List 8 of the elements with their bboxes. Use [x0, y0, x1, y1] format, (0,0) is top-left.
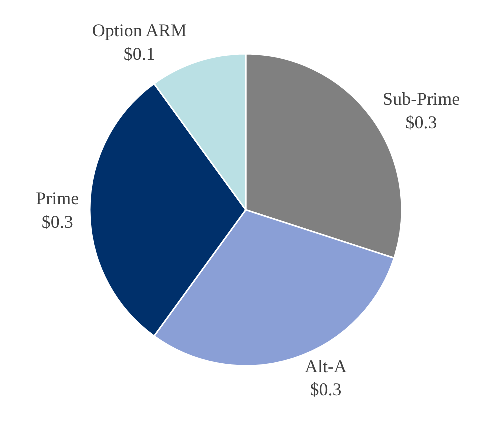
data-label: $0.3: [406, 112, 438, 133]
data-label: $0.3: [310, 380, 342, 400]
slice-label: Prime: [36, 188, 80, 208]
slice-label: Option ARM: [92, 20, 187, 40]
slice-label: Alt-A: [305, 356, 348, 376]
slice-label: Sub-Prime: [383, 89, 460, 110]
data-label: $0.3: [42, 212, 74, 232]
data-label: $0.1: [124, 44, 156, 64]
